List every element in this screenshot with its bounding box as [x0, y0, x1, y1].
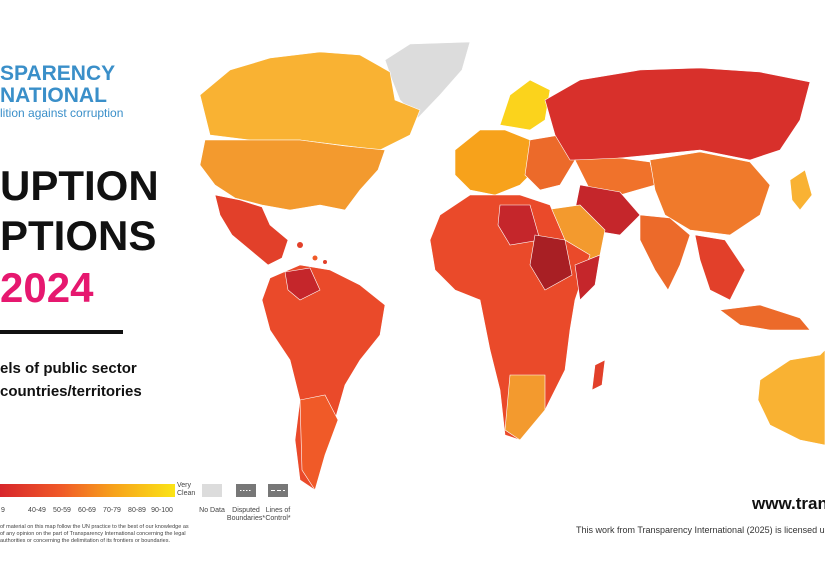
india — [639, 214, 691, 291]
legend-very: Very — [177, 482, 192, 489]
disclaimer-1: of material on this map follow the UN pr… — [0, 524, 189, 530]
mexico — [214, 194, 289, 266]
legend-range-label: 80-89 — [128, 507, 146, 514]
title-line-2: PTIONS — [0, 212, 156, 259]
scandinavia — [499, 79, 551, 131]
russia — [544, 67, 811, 161]
world-map — [199, 41, 825, 491]
island — [297, 242, 303, 248]
chile-argentina — [299, 394, 339, 491]
disclaimer-3: authorities or concerning the delimitati… — [0, 538, 170, 544]
canada — [199, 51, 421, 151]
venezuela — [284, 267, 321, 301]
description-1: els of public sector — [0, 360, 137, 377]
se-asia — [694, 234, 746, 301]
china — [649, 151, 771, 236]
divider — [0, 330, 123, 334]
legend-range-label: 9 — [1, 507, 5, 514]
legend-labels: 9 40-49 50-59 60-69 70-79 80-89 90-100 — [1, 507, 173, 514]
legend-disputed-1: Disputed — [232, 507, 260, 514]
somalia — [574, 254, 601, 301]
website: www.tran — [751, 494, 825, 513]
org-name-1: SPARENCY — [0, 62, 115, 85]
legend-range-label: 60-69 — [78, 507, 96, 514]
legend-clean: Clean — [177, 490, 195, 497]
legend-range-label: 70-79 — [103, 507, 121, 514]
legend-loc-1: Lines of — [266, 507, 291, 514]
tagline: lition against corruption — [0, 106, 123, 120]
libya — [497, 204, 541, 246]
madagascar — [591, 359, 606, 391]
legend-no-data: No Data — [199, 507, 225, 514]
title-line-1: UPTION — [0, 162, 159, 209]
australia — [757, 349, 825, 446]
disclaimer-2: of any opinion on the part of Transparen… — [0, 531, 186, 537]
license: This work from Transparency Internationa… — [576, 525, 825, 535]
greenland — [384, 41, 471, 119]
legend-range-label: 40-49 — [28, 507, 46, 514]
island — [312, 255, 318, 261]
island — [323, 260, 327, 264]
legend-loc-2: Control* — [265, 515, 291, 522]
legend-no-data-swatch — [202, 484, 222, 497]
legend-scale — [0, 484, 175, 497]
sudan — [529, 234, 573, 291]
legend-range-label: 50-59 — [53, 507, 71, 514]
southern-africa — [504, 374, 546, 441]
japan — [789, 169, 813, 211]
org-name-2: NATIONAL — [0, 84, 107, 107]
legend-disputed-2: Boundaries* — [227, 515, 265, 522]
legend-range-label: 90-100 — [151, 507, 173, 514]
indonesia — [719, 304, 811, 331]
description-2: countries/territories — [0, 383, 142, 400]
title-year: 2024 — [0, 264, 94, 311]
usa — [199, 139, 386, 211]
